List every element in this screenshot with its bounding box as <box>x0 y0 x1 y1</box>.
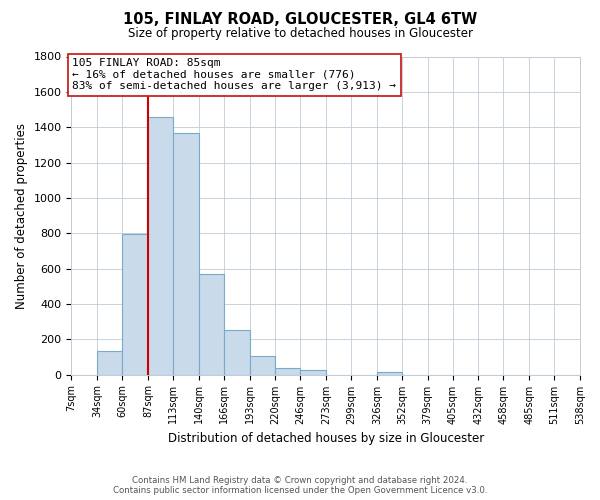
Bar <box>301 370 326 374</box>
Bar <box>275 368 301 374</box>
Bar <box>148 116 173 374</box>
Bar <box>377 372 402 374</box>
Bar <box>97 350 122 374</box>
Bar <box>199 274 224 374</box>
Bar <box>173 134 199 374</box>
Text: Size of property relative to detached houses in Gloucester: Size of property relative to detached ho… <box>128 28 473 40</box>
Text: Contains HM Land Registry data © Crown copyright and database right 2024.
Contai: Contains HM Land Registry data © Crown c… <box>113 476 487 495</box>
Bar <box>224 330 250 374</box>
Bar <box>250 356 275 374</box>
Text: 105 FINLAY ROAD: 85sqm
← 16% of detached houses are smaller (776)
83% of semi-de: 105 FINLAY ROAD: 85sqm ← 16% of detached… <box>73 58 397 92</box>
Text: 105, FINLAY ROAD, GLOUCESTER, GL4 6TW: 105, FINLAY ROAD, GLOUCESTER, GL4 6TW <box>123 12 477 28</box>
Y-axis label: Number of detached properties: Number of detached properties <box>15 122 28 308</box>
X-axis label: Distribution of detached houses by size in Gloucester: Distribution of detached houses by size … <box>167 432 484 445</box>
Bar <box>122 234 148 374</box>
